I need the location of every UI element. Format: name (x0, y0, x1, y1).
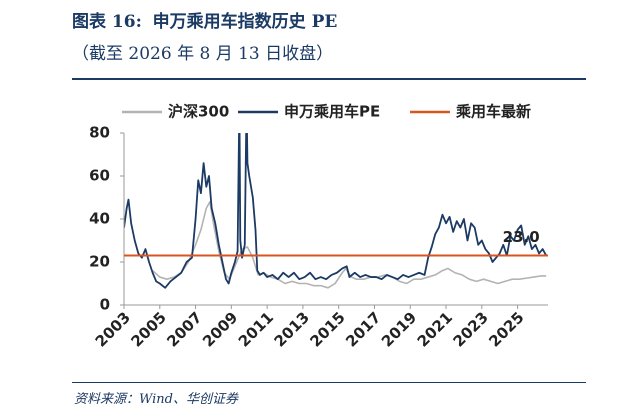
y-tick-label: 0 (100, 296, 110, 314)
x-tick-label: 2007 (163, 308, 205, 350)
subtitle: （截至 2026 年 8 月 13 日收盘） (72, 44, 334, 64)
series-line (152, 201, 547, 289)
x-tick-label: 2025 (485, 308, 527, 350)
x-tick-label: 2011 (235, 308, 277, 350)
y-tick-label: 20 (89, 253, 110, 271)
source-rule (72, 382, 586, 383)
x-tick-label: 2005 (128, 308, 170, 350)
x-tick-label: 2023 (450, 308, 492, 350)
plot-area (124, 133, 547, 289)
chart: 0204060802003200520072009201120132015201… (89, 103, 548, 351)
series-line (124, 133, 547, 289)
x-tick-label: 2017 (342, 308, 384, 350)
title-rule (72, 78, 586, 80)
x-tick-label: 2021 (414, 308, 456, 350)
y-tick-label: 40 (89, 210, 110, 228)
x-tick-label: 2019 (378, 308, 420, 350)
y-tick-label: 80 (89, 124, 110, 142)
legend-label: 乘用车最新 (455, 103, 531, 121)
chart-title: 图表 16: 申万乘用车指数历史 PE （截至 2026 年 8 月 13 日收盘… (72, 6, 592, 70)
x-tick-label: 2009 (199, 308, 241, 350)
legend-label: 申万乘用车PE (284, 103, 380, 121)
y-tick-label: 60 (89, 167, 110, 185)
x-tick-label: 2013 (271, 308, 313, 350)
figure-label: 图表 16: (72, 12, 142, 32)
x-tick-label: 2003 (92, 308, 134, 350)
x-tick-label: 2015 (306, 308, 348, 350)
legend-label: 沪深300 (168, 103, 229, 121)
source: 资料来源：Wind、华创证券 (74, 392, 238, 407)
reference-label: 23.0 (503, 228, 540, 246)
title: 申万乘用车指数历史 PE (152, 12, 338, 32)
